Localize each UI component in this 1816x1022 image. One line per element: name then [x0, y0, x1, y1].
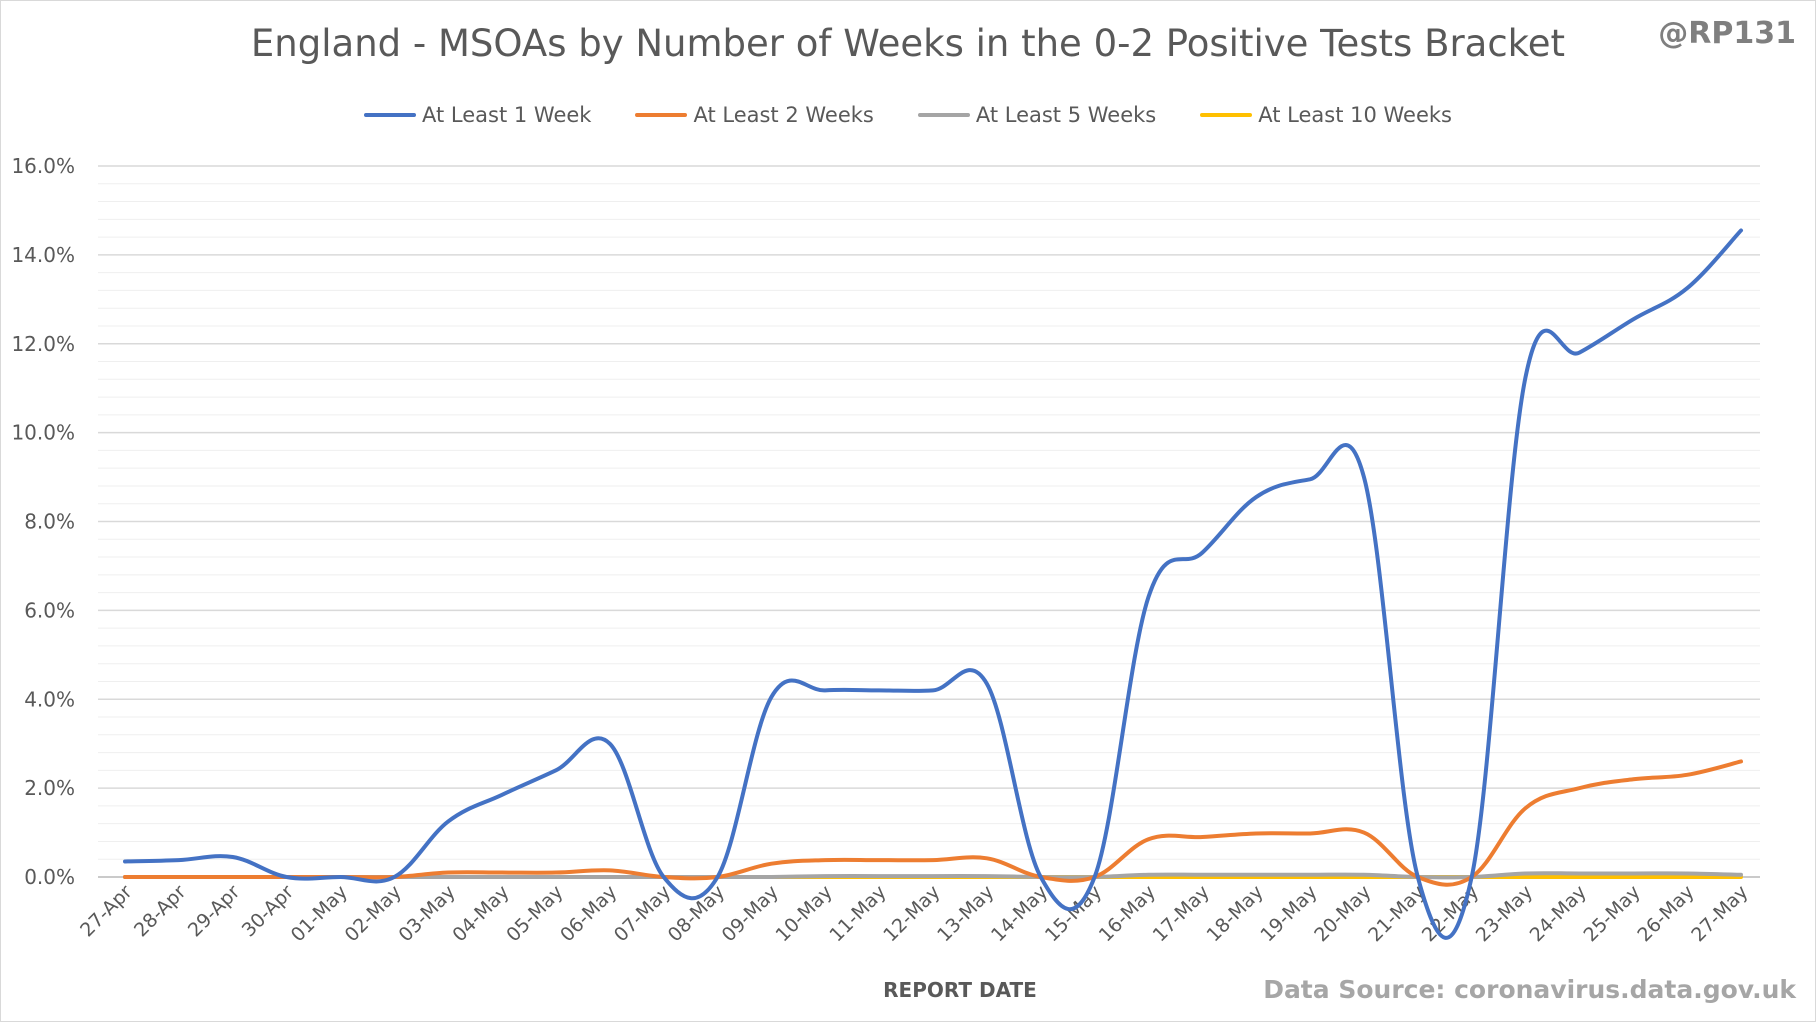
- x-tick-label: 24-May: [1526, 881, 1591, 946]
- legend-swatch: [364, 113, 416, 117]
- y-tick-label: 12.0%: [11, 332, 75, 356]
- legend-label: At Least 5 Weeks: [975, 103, 1157, 127]
- legend-label: At Least 1 Week: [422, 103, 592, 127]
- series-line-at-least-1-week: [123, 228, 1743, 940]
- x-tick-label: 08-May: [664, 881, 729, 946]
- x-tick-label: 14-May: [987, 881, 1052, 946]
- x-tick-label: 29-Apr: [184, 881, 245, 942]
- y-tick-label: 2.0%: [24, 776, 75, 800]
- x-tick-label: 02-May: [341, 881, 406, 946]
- x-tick-label: 01-May: [287, 881, 352, 946]
- x-tick-label: 06-May: [556, 881, 621, 946]
- legend-item-at-least-5-weeks: At Least 5 Weeks: [917, 103, 1157, 127]
- y-tick-label: 4.0%: [24, 687, 75, 711]
- x-tick-label: 26-May: [1633, 881, 1698, 946]
- x-tick-label: 07-May: [610, 881, 675, 946]
- legend-item-at-least-1-week: At Least 1 Week: [364, 103, 591, 127]
- legend-item-at-least-2-weeks: At Least 2 Weeks: [635, 103, 874, 127]
- legend-swatch: [917, 113, 970, 117]
- y-tick-label: 0.0%: [24, 865, 75, 889]
- x-tick-label: 28-Apr: [130, 881, 191, 942]
- chart-title: England - MSOAs by Number of Weeks in th…: [250, 22, 1566, 65]
- x-tick-label: 21-May: [1364, 881, 1429, 946]
- x-tick-label: 25-May: [1580, 881, 1645, 946]
- x-tick-label: 05-May: [502, 881, 567, 946]
- y-tick-label: 6.0%: [24, 598, 75, 622]
- x-tick-label: 04-May: [448, 881, 513, 946]
- legend: At Least 1 Week At Least 2 Weeks At Leas…: [0, 103, 1816, 127]
- legend-swatch: [1200, 113, 1253, 117]
- y-tick-label: 8.0%: [24, 510, 75, 534]
- legend-label: At Least 10 Weeks: [1258, 103, 1452, 127]
- legend-item-at-least-10-weeks: At Least 10 Weeks: [1200, 103, 1452, 127]
- legend-label: At Least 2 Weeks: [693, 103, 874, 127]
- legend-swatch: [635, 113, 688, 117]
- x-tick-label: 09-May: [718, 881, 783, 946]
- x-tick-label: 27-Apr: [76, 881, 137, 942]
- x-tick-label: 18-May: [1202, 881, 1267, 946]
- author-handle: @RP131: [1658, 16, 1796, 51]
- data-source-note: Data Source: coronavirus.data.gov.uk: [1263, 975, 1796, 1004]
- series-line-at-least-2-weeks: [123, 759, 1743, 887]
- gridlines: [98, 165, 1760, 878]
- x-tick-label: 20-May: [1310, 881, 1375, 946]
- y-tick-label: 10.0%: [11, 421, 75, 445]
- y-tick-label: 16.0%: [11, 154, 75, 178]
- x-tick-label: 12-May: [879, 881, 944, 946]
- x-tick-label: 03-May: [394, 881, 459, 946]
- series-lines: [123, 228, 1743, 940]
- x-axis-ticks: 27-Apr28-Apr29-Apr30-Apr01-May02-May03-M…: [76, 881, 1752, 946]
- x-tick-label: 23-May: [1472, 881, 1537, 946]
- x-tick-label: 10-May: [772, 881, 837, 946]
- y-axis-ticks: 0.0% 2.0% 4.0% 6.0% 8.0% 10.0% 12.0% 14.0% 16.0%: [11, 154, 75, 889]
- x-tick-label: 13-May: [933, 881, 998, 946]
- x-axis-label: REPORT DATE: [883, 978, 1037, 1002]
- x-tick-label: 27-May: [1687, 881, 1752, 946]
- x-tick-label: 11-May: [825, 881, 890, 946]
- y-tick-label: 14.0%: [11, 243, 75, 267]
- x-tick-label: 19-May: [1256, 881, 1321, 946]
- x-tick-label: 17-May: [1149, 881, 1214, 946]
- x-tick-label: 16-May: [1095, 881, 1160, 946]
